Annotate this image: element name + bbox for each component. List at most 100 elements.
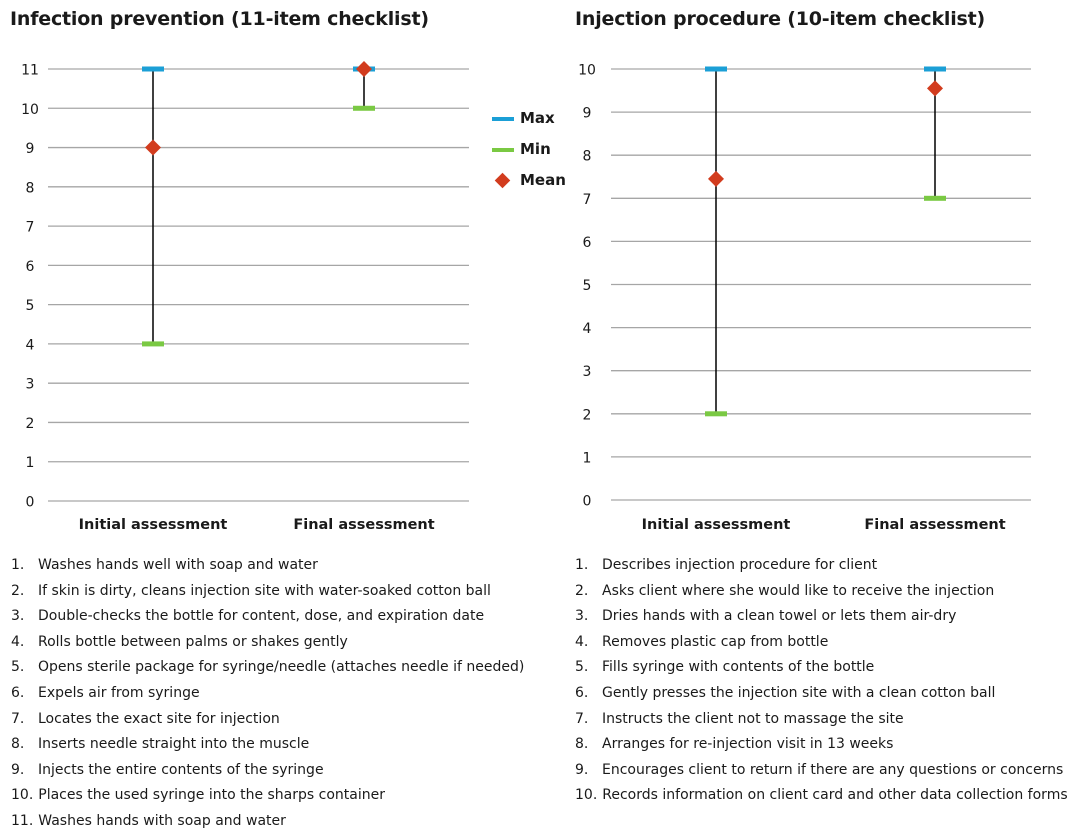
checklist-text: Locates the exact site for injection (38, 710, 280, 727)
checklist-text: Washes hands well with soap and water (38, 557, 318, 573)
min-marker (353, 105, 375, 111)
chart-title: Injection procedure (10-item checklist) (575, 8, 985, 30)
x-category-label: Initial assessment (642, 517, 791, 533)
y-tick-label: 8 (583, 149, 592, 165)
checklist-text: Double-checks the bottle for content, do… (38, 608, 485, 625)
injection-procedure-checklist: 1. Describes injection procedure for clie… (575, 553, 1075, 809)
checklist-text: Expels air from syringe (38, 684, 200, 701)
checklist-number: 6. (575, 684, 589, 701)
checklist-number: 1. (575, 557, 589, 573)
injection-procedure-chart: 0 1 2 3 4 5 6 7 8 9 10 Initial assessment Final asse… (578, 63, 1031, 533)
y-tick-label: 11 (21, 63, 39, 79)
checklist-text: Asks client where she would like to rece… (602, 582, 995, 599)
checklist-item: 4. Rolls bottle between palms or shakes g… (11, 630, 571, 656)
checklist-item: 5. Opens sterile package for syringe/need… (11, 655, 571, 681)
x-category-label: Final assessment (864, 517, 1005, 533)
y-tick-label: 0 (26, 495, 35, 511)
checklist-text: Gently presses the injection site with a… (602, 684, 996, 701)
checklist-item: 10. Places the used syringe into the shar… (11, 783, 571, 809)
checklist-item: 5. Fills syringe with contents of the bot… (575, 655, 1075, 681)
x-category-label: Initial assessment (79, 517, 228, 533)
checklist-item: 1. Describes injection procedure for clie… (575, 553, 1075, 579)
y-tick-label: 9 (26, 141, 35, 157)
checklist-number: 4. (11, 633, 25, 650)
legend-label: Max (520, 109, 555, 127)
y-tick-label: 3 (26, 377, 35, 393)
injection-procedure-panel: Injection procedure (10-item checklist) … (562, 0, 1075, 827)
checklist-item: 3. Double-checks the bottle for content, … (11, 604, 571, 630)
checklist-item: 4. Removes plastic cap from bottle (575, 630, 1075, 656)
min-dash-icon (492, 148, 514, 152)
checklist-number: 2. (575, 582, 589, 599)
legend-label: Min (520, 140, 551, 158)
y-tick-label: 9 (583, 106, 592, 122)
checklist-number: 3. (11, 608, 25, 625)
min-marker (142, 341, 164, 347)
checklist-item: 1. Washes hands well with soap and water (11, 553, 571, 579)
legend-item-mean: Mean (491, 170, 571, 201)
infection-prevention-panel: Infection prevention (11-item checklist)… (10, 8, 571, 829)
checklist-item: 9. Injects the entire contents of the syr… (11, 758, 571, 784)
checklist-item: 3. Dries hands with a clean towel or lets… (575, 604, 1075, 630)
y-tick-label: 4 (26, 337, 35, 353)
y-tick-label: 10 (21, 102, 39, 118)
checklist-item: 9. Encourages client to return if there a… (575, 758, 1075, 784)
checklist-text: Instructs the client not to massage the … (602, 710, 904, 727)
checklist-text: If skin is dirty, cleans injection site … (38, 582, 491, 599)
checklist-item: 11. Washes hands with soap and water (11, 809, 571, 835)
checklist-number: 10. (11, 787, 34, 804)
max-dash-icon (492, 117, 514, 121)
x-category-label: Final assessment (293, 517, 434, 533)
checklist-text: Inserts needle straight into the muscle (38, 736, 310, 753)
checklist-item: 6. Expels air from syringe (11, 681, 571, 707)
checklist-text: Records information on client card and o… (602, 787, 1068, 804)
y-tick-label: 7 (26, 220, 35, 236)
checklist-item: 10. Records information on client card an… (575, 783, 1075, 809)
y-tick-label: 4 (583, 321, 592, 337)
checklist-text: Describes injection procedure for client (602, 557, 878, 573)
checklist-number: 8. (575, 736, 589, 753)
checklist-item: 7. Instructs the client not to massage th… (575, 707, 1075, 733)
checklist-text: Fills syringe with contents of the bottl… (602, 659, 875, 676)
max-marker (924, 66, 946, 72)
legend: Max Min Mean (491, 108, 571, 201)
checklist-number: 7. (575, 710, 589, 727)
checklist-number: 5. (11, 659, 25, 676)
checklist-item: 8. Arranges for re-injection visit in 13 … (575, 732, 1075, 758)
checklist-number: 7. (11, 710, 25, 727)
y-tick-label: 2 (26, 416, 35, 432)
y-tick-label: 5 (26, 298, 35, 314)
legend-item-min: Min (491, 139, 571, 170)
y-tick-label: 7 (583, 192, 592, 208)
checklist-item: 8. Inserts needle straight into the muscl… (11, 732, 571, 758)
y-tick-label: 1 (26, 455, 35, 471)
checklist-number: 1. (11, 557, 25, 573)
min-marker (705, 411, 727, 417)
y-tick-label: 8 (26, 180, 35, 196)
mean-diamond-icon (494, 172, 511, 189)
checklist-number: 3. (575, 608, 589, 625)
y-tick-label: 3 (583, 364, 592, 380)
legend-item-max: Max (491, 108, 571, 139)
mean-marker (356, 61, 372, 77)
checklist-number: 4. (575, 633, 589, 650)
max-marker (142, 66, 164, 72)
y-tick-label: 6 (26, 259, 35, 275)
checklist-number: 9. (575, 761, 589, 778)
checklist-number: 2. (11, 582, 25, 599)
chart-title: Infection prevention (11-item checklist) (10, 8, 429, 30)
legend-label: Mean (520, 171, 566, 189)
checklist-text: Opens sterile package for syringe/needle… (38, 659, 525, 676)
checklist-text: Injects the entire contents of the syrin… (38, 761, 324, 778)
mean-marker (145, 139, 161, 156)
y-tick-label: 0 (583, 494, 592, 510)
y-tick-label: 6 (583, 235, 592, 251)
checklist-number: 9. (11, 761, 25, 778)
checklist-text: Places the used syringe into the sharps … (38, 787, 385, 804)
checklist-item: 7. Locates the exact site for injection (11, 707, 571, 733)
checklist-text: Removes plastic cap from bottle (602, 633, 829, 650)
checklist-text: Dries hands with a clean towel or lets t… (602, 608, 957, 625)
checklist-text: Arranges for re-injection visit in 13 we… (602, 736, 894, 753)
checklist-text: Washes hands with soap and water (38, 812, 286, 829)
checklist-number: 6. (11, 684, 25, 701)
